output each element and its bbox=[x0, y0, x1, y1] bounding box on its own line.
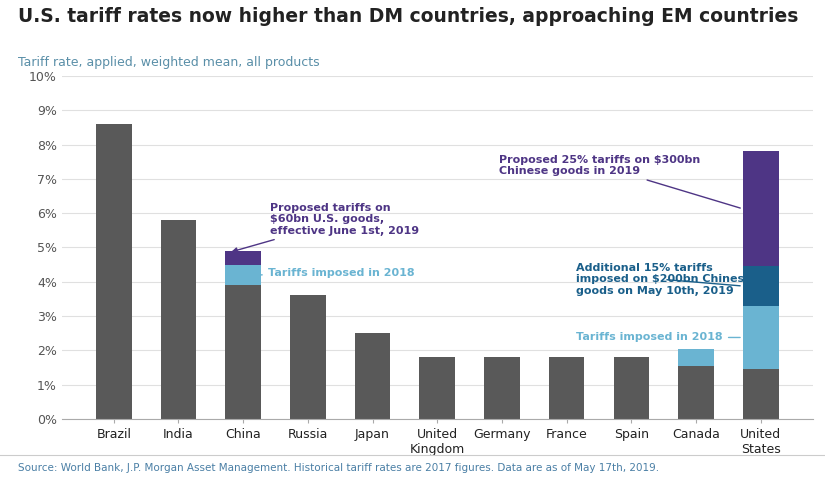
Text: Proposed 25% tariffs on $300bn
Chinese goods in 2019: Proposed 25% tariffs on $300bn Chinese g… bbox=[498, 155, 740, 208]
Bar bbox=[678, 366, 714, 419]
Bar bbox=[743, 267, 779, 306]
Text: Proposed tariffs on
$60bn U.S. goods,
effective June 1st, 2019: Proposed tariffs on $60bn U.S. goods, ef… bbox=[233, 203, 419, 252]
Text: Tariff rate, applied, weighted mean, all products: Tariff rate, applied, weighted mean, all… bbox=[18, 56, 320, 70]
Text: Additional 15% tariffs
imposed on $200bn Chinese
goods on May 10th, 2019: Additional 15% tariffs imposed on $200bn… bbox=[577, 263, 752, 296]
Bar bbox=[614, 357, 649, 419]
Bar bbox=[484, 357, 520, 419]
Bar bbox=[225, 285, 261, 419]
Bar bbox=[96, 124, 131, 419]
Bar bbox=[225, 265, 261, 285]
Text: Source: World Bank, J.P. Morgan Asset Management. Historical tariff rates are 20: Source: World Bank, J.P. Morgan Asset Ma… bbox=[18, 463, 659, 473]
Text: U.S. tariff rates now higher than DM countries, approaching EM countries: U.S. tariff rates now higher than DM cou… bbox=[18, 7, 799, 26]
Text: Tariffs imposed in 2018: Tariffs imposed in 2018 bbox=[577, 332, 740, 343]
Bar bbox=[225, 251, 261, 265]
Text: Tariffs imposed in 2018: Tariffs imposed in 2018 bbox=[261, 268, 414, 278]
Bar bbox=[743, 369, 779, 419]
Bar bbox=[678, 349, 714, 366]
Bar bbox=[161, 220, 196, 419]
Bar bbox=[355, 333, 390, 419]
Bar bbox=[549, 357, 584, 419]
Bar bbox=[743, 306, 779, 369]
Bar bbox=[743, 151, 779, 267]
Bar bbox=[419, 357, 455, 419]
Bar bbox=[290, 295, 326, 419]
